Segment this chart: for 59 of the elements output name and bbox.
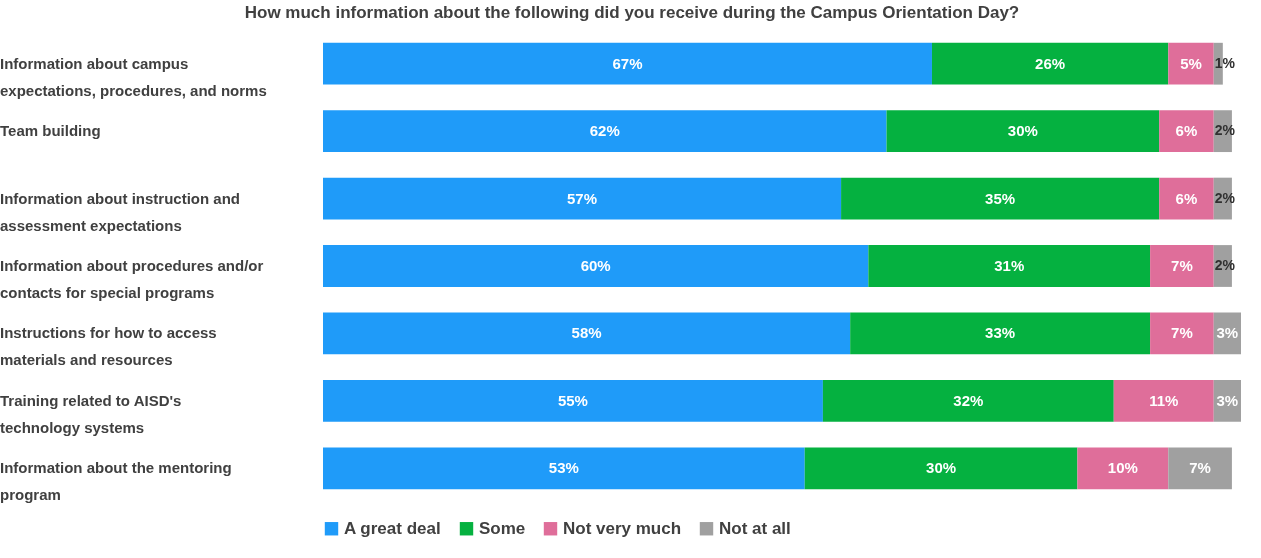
y-tick-label: Information about instruction and assessment expectations xyxy=(0,189,240,234)
data-label: 57% xyxy=(567,189,598,207)
bar xyxy=(1150,245,1214,287)
bar xyxy=(1150,312,1214,355)
data-label: 3% xyxy=(1216,324,1239,342)
data-label: 6% xyxy=(1175,122,1198,140)
bar xyxy=(850,312,1151,355)
bar xyxy=(1113,379,1214,422)
data-label: 33% xyxy=(985,324,1016,342)
bar xyxy=(1159,177,1214,220)
bar xyxy=(841,177,1160,220)
y-tick-label: Information about campus expectations, procedures, and norms xyxy=(0,54,267,99)
chart-title: How much information about the following did you receive during the Campus Orientation Day? xyxy=(244,3,1020,22)
bar xyxy=(323,379,823,422)
data-label: 3% xyxy=(1216,391,1239,409)
y-tick-label: Information about procedures and/or contacts for special programs xyxy=(0,257,264,301)
data-label: 53% xyxy=(548,459,579,477)
bar xyxy=(886,110,1160,153)
data-label: 30% xyxy=(926,459,957,477)
legend-label: A great deal xyxy=(344,518,441,538)
y-tick-label: Information about the mentoring program xyxy=(0,459,232,504)
data-label: 6% xyxy=(1175,189,1198,207)
data-label: 11% xyxy=(1149,391,1179,409)
bar xyxy=(323,177,842,220)
data-label: 55% xyxy=(557,391,588,409)
legend-label: Not at all xyxy=(719,518,791,538)
data-label: 31% xyxy=(994,257,1025,274)
y-tick-label: Training related to AISD's technology systems xyxy=(0,391,182,436)
data-label: 7% xyxy=(1189,459,1211,477)
data-label: 67% xyxy=(612,54,643,72)
bar xyxy=(323,42,932,85)
data-label: 62% xyxy=(589,122,620,140)
bar xyxy=(822,379,1114,422)
y-tick-label: Team building xyxy=(0,122,101,140)
data-label: 5% xyxy=(1180,54,1202,72)
bar xyxy=(868,245,1151,287)
bar xyxy=(323,245,869,287)
bar xyxy=(323,110,887,153)
bar xyxy=(1168,447,1232,490)
data-label: 60% xyxy=(580,257,611,274)
data-label: 1% xyxy=(1214,54,1236,71)
bar xyxy=(1077,447,1169,490)
data-label: 7% xyxy=(1171,324,1193,342)
data-label: 35% xyxy=(985,189,1016,207)
data-label: 10% xyxy=(1107,459,1138,477)
bar xyxy=(323,447,805,490)
data-label: 26% xyxy=(1035,54,1066,72)
bar xyxy=(931,42,1169,85)
bar xyxy=(1159,110,1214,153)
bar xyxy=(1168,42,1214,85)
bar xyxy=(323,312,851,355)
data-label: 7% xyxy=(1171,257,1193,274)
y-tick-label: Instructions for how to access materials and resources xyxy=(0,324,217,369)
bar xyxy=(804,447,1078,490)
legend-label: Some xyxy=(479,518,526,538)
data-label: 30% xyxy=(1007,122,1038,140)
data-label: 58% xyxy=(571,324,602,342)
data-label: 32% xyxy=(953,391,984,409)
legend-label: Not very much xyxy=(563,518,682,538)
